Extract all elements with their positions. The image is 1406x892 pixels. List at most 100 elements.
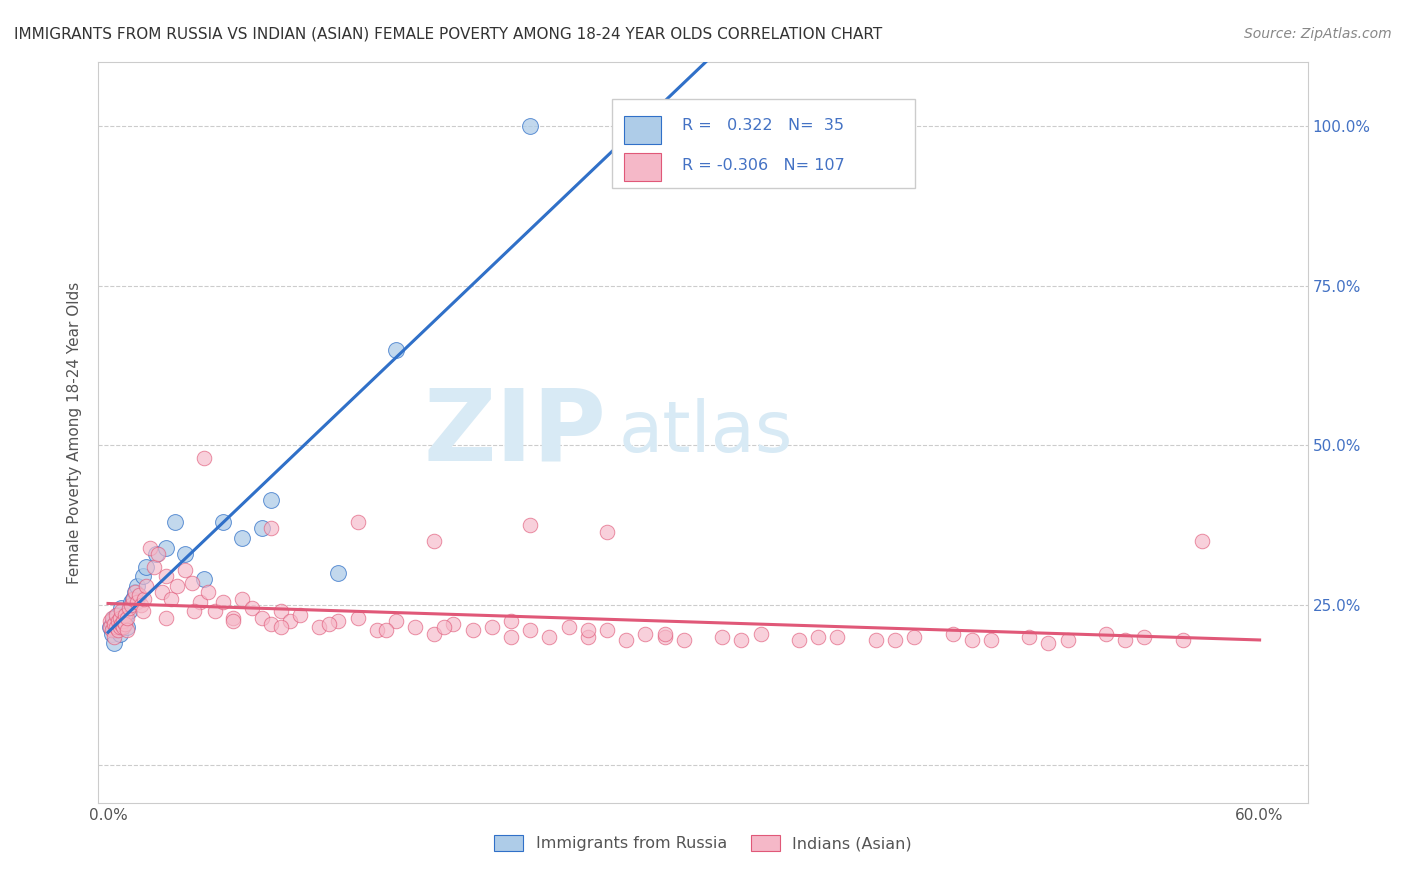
Point [328, 614, 350, 628]
Point [1038, 636, 1060, 650]
Point [461, 624, 484, 638]
Point [173, 563, 195, 577]
Point [115, 620, 138, 634]
Point [131, 604, 153, 618]
Point [787, 633, 810, 648]
Point [129, 598, 152, 612]
Point [112, 617, 135, 632]
Point [104, 607, 127, 622]
Point [107, 607, 129, 622]
Point [114, 610, 136, 624]
Point [101, 624, 124, 638]
Point [288, 607, 311, 622]
Point [110, 620, 132, 634]
Point [212, 515, 235, 529]
Text: IMMIGRANTS FROM RUSSIA VS INDIAN (ASIAN) FEMALE POVERTY AMONG 18-24 YEAR OLDS CO: IMMIGRANTS FROM RUSSIA VS INDIAN (ASIAN)… [14, 27, 883, 42]
Point [104, 620, 127, 634]
Point [980, 633, 1002, 648]
Point [222, 614, 245, 628]
Point [101, 617, 124, 632]
Point [173, 547, 195, 561]
Point [110, 617, 132, 632]
Point [115, 624, 138, 638]
Point [270, 620, 292, 634]
Y-axis label: Female Poverty Among 18-24 Year Olds: Female Poverty Among 18-24 Year Olds [67, 282, 83, 583]
Point [103, 610, 125, 624]
Point [499, 630, 522, 644]
Point [146, 547, 169, 561]
Point [960, 633, 983, 648]
Point [103, 617, 125, 632]
Point [110, 601, 132, 615]
Text: Source: ZipAtlas.com: Source: ZipAtlas.com [1244, 27, 1392, 41]
Point [576, 624, 599, 638]
Point [197, 585, 219, 599]
Point [108, 620, 131, 634]
Point [1133, 630, 1156, 644]
Point [614, 633, 637, 648]
Point [730, 633, 752, 648]
Point [654, 626, 676, 640]
Point [404, 620, 426, 634]
Point [118, 604, 141, 618]
Point [280, 614, 302, 628]
Point [423, 534, 446, 549]
Point [124, 585, 146, 599]
Point [125, 595, 148, 609]
Point [139, 541, 162, 555]
Point [108, 610, 131, 624]
Point [423, 626, 446, 640]
Point [160, 591, 183, 606]
Point [98, 614, 121, 628]
Point [1114, 633, 1136, 648]
Point [260, 617, 283, 632]
Point [596, 524, 619, 539]
Point [212, 595, 235, 609]
Point [375, 624, 398, 638]
Point [519, 624, 541, 638]
FancyBboxPatch shape [613, 99, 915, 188]
Point [193, 451, 215, 466]
Point [250, 521, 273, 535]
Legend: Immigrants from Russia, Indians (Asian): Immigrants from Russia, Indians (Asian) [488, 829, 918, 858]
Point [107, 624, 129, 638]
Point [634, 626, 657, 640]
Text: R = -0.306   N= 107: R = -0.306 N= 107 [682, 158, 845, 172]
Point [231, 591, 253, 606]
Point [1171, 633, 1194, 648]
Point [122, 591, 145, 606]
Point [385, 614, 408, 628]
Point [135, 579, 157, 593]
Point [103, 630, 125, 644]
Point [231, 531, 253, 545]
Point [112, 614, 135, 628]
Point [112, 620, 135, 634]
Point [884, 633, 907, 648]
Point [654, 630, 676, 644]
Point [328, 566, 350, 580]
Point [181, 575, 204, 590]
Point [576, 630, 599, 644]
Point [385, 343, 408, 357]
Point [143, 559, 166, 574]
Point [222, 610, 245, 624]
Point [318, 617, 340, 632]
Point [193, 573, 215, 587]
Point [260, 521, 283, 535]
Point [188, 595, 211, 609]
Point [499, 614, 522, 628]
Point [1095, 626, 1118, 640]
Point [135, 559, 157, 574]
Point [308, 620, 330, 634]
Point [114, 617, 136, 632]
Point [443, 617, 465, 632]
Point [155, 541, 177, 555]
FancyBboxPatch shape [624, 153, 661, 181]
Point [107, 620, 129, 634]
Point [155, 610, 177, 624]
Text: R =   0.322   N=  35: R = 0.322 N= 35 [682, 118, 845, 133]
Point [115, 610, 138, 624]
Point [346, 610, 368, 624]
Point [114, 607, 136, 622]
Point [519, 518, 541, 533]
